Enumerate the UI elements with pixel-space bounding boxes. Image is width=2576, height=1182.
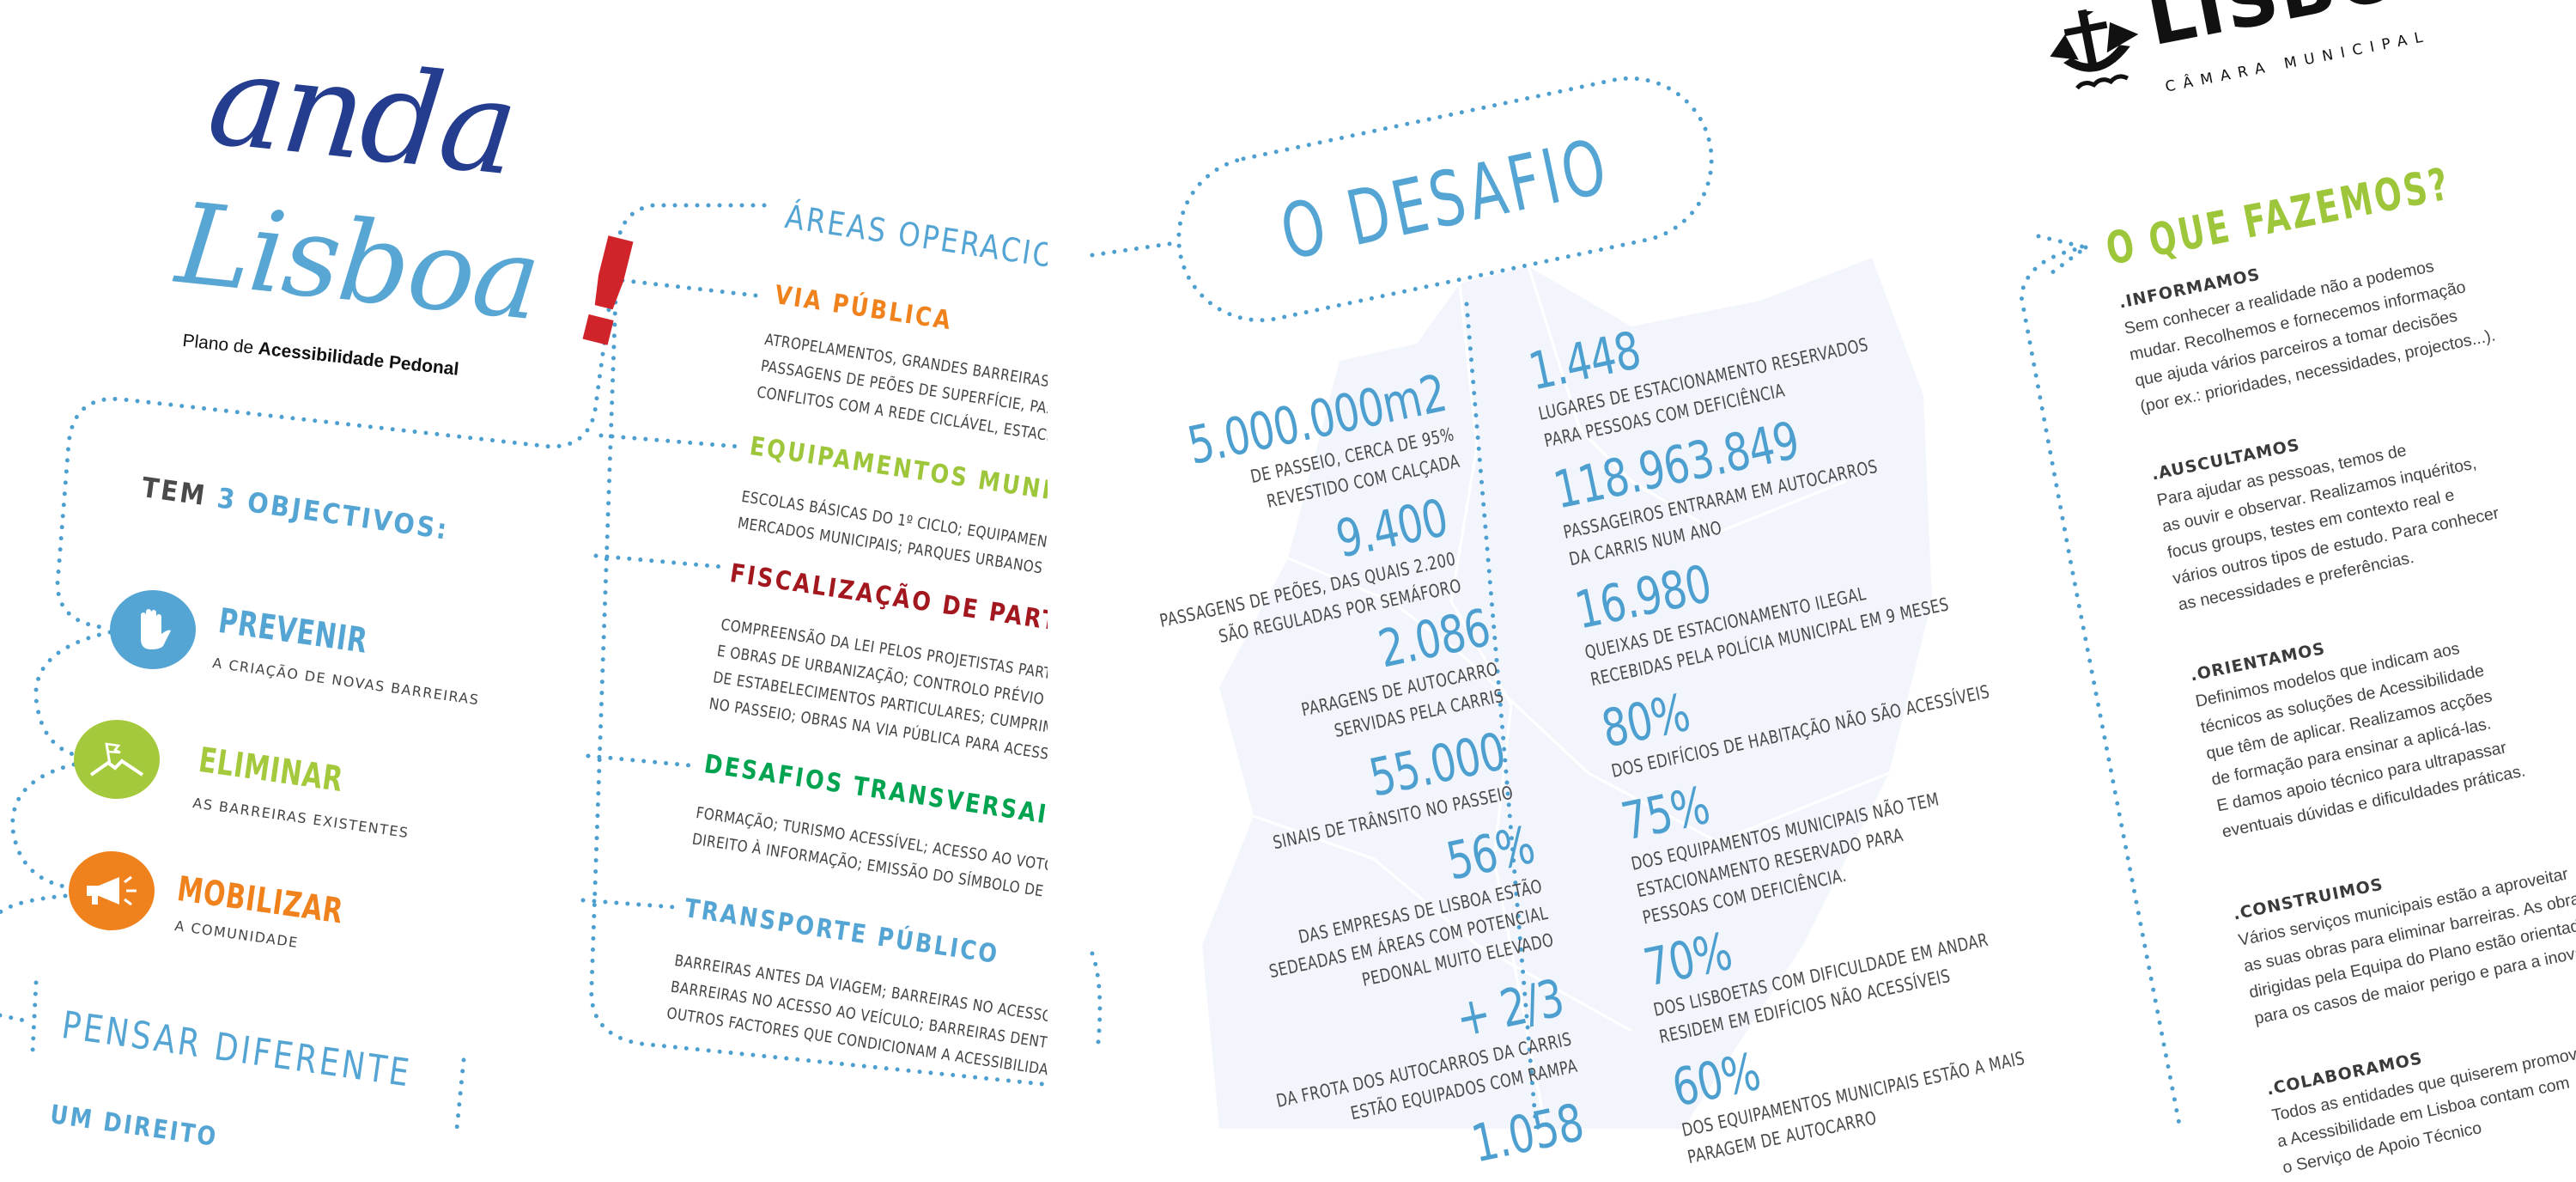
area-heading: VIA PÚBLICA (772, 280, 955, 337)
megaphone-icon (69, 851, 155, 930)
area-body: ATROPELAMENTOS, GRANDES BARREIRAS À PASSA… (755, 326, 1048, 451)
area-body: COMPREENSÃO DA LEI PELOS PROJETISTAS PAR… (708, 612, 1048, 775)
area-body: BARREIRAS ANTES DA VIAGEM; BARREIRAS NO … (665, 947, 1048, 1093)
ship-icon (2037, 0, 2156, 107)
lisbon-map-background (1202, 258, 1932, 1129)
dotted-connectors (0, 76, 2183, 1129)
flag-mountain-icon (74, 720, 160, 799)
areas-title: ÁREAS OPERACIONA (782, 198, 1048, 283)
hand-icon (110, 590, 196, 669)
areas-panel: ÁREAS OPERACIONA VIA PÚBLICA ATROPELAMEN… (0, 0, 1048, 1129)
